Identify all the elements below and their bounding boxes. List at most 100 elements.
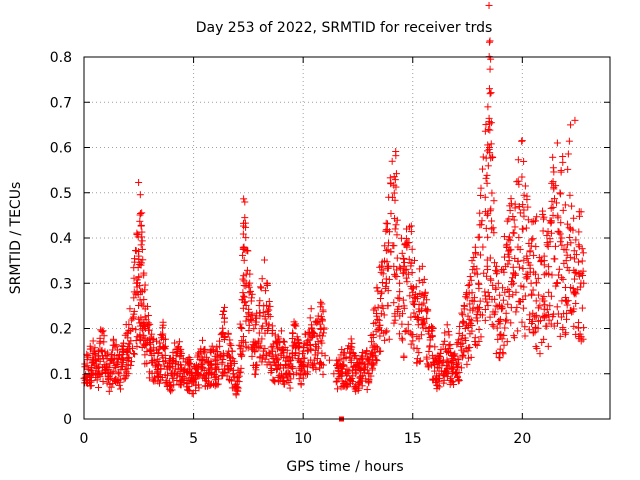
data-point [417, 331, 425, 339]
data-point [136, 333, 144, 341]
data-point [538, 338, 546, 346]
data-point [529, 309, 537, 317]
data-point [498, 305, 506, 313]
data-point [385, 193, 393, 201]
data-point [213, 343, 221, 351]
data-point [241, 198, 249, 206]
data-point [514, 243, 522, 251]
data-point [400, 352, 408, 360]
data-point [458, 353, 466, 361]
data-point [459, 311, 467, 319]
data-point [406, 329, 414, 337]
data-point [142, 316, 150, 324]
data-point [279, 346, 287, 354]
data-point [547, 292, 555, 300]
data-point [93, 370, 101, 378]
data-point [265, 321, 273, 329]
data-point [483, 298, 491, 306]
data-point [518, 137, 526, 145]
y-tick-label: 0.6 [50, 141, 72, 157]
data-point [391, 316, 399, 324]
data-point [550, 183, 558, 191]
data-point [348, 374, 356, 382]
data-point [133, 279, 141, 287]
data-point [116, 385, 124, 393]
data-point [403, 278, 411, 286]
data-point [268, 347, 276, 355]
data-point [339, 361, 347, 369]
data-point [528, 236, 536, 244]
data-point [257, 342, 265, 350]
data-point [553, 279, 561, 287]
data-point [576, 283, 584, 291]
data-point [514, 257, 522, 265]
data-point [392, 183, 400, 191]
data-point [137, 241, 145, 249]
data-point [390, 262, 398, 270]
data-point [330, 370, 338, 378]
data-point [220, 308, 228, 316]
data-point [340, 379, 348, 387]
data-point [320, 324, 328, 332]
data-point [559, 206, 567, 214]
data-point [352, 352, 360, 360]
data-point [112, 343, 120, 351]
data-point [559, 158, 567, 166]
data-point [253, 343, 261, 351]
data-point [216, 342, 224, 350]
data-point [166, 387, 174, 395]
data-point [133, 288, 141, 296]
data-point [404, 320, 412, 328]
data-point [499, 296, 507, 304]
data-point [428, 327, 436, 335]
data-point [368, 366, 376, 374]
data-point [527, 290, 535, 298]
data-point [472, 340, 480, 348]
data-point [563, 309, 571, 317]
data-point [137, 221, 145, 229]
data-point [423, 355, 431, 363]
data-point [100, 338, 108, 346]
data-point [512, 288, 520, 296]
data-point [256, 309, 264, 317]
data-point [512, 308, 520, 316]
data-point [128, 358, 136, 366]
data-point [295, 342, 303, 350]
data-point [140, 296, 148, 304]
data-point [544, 228, 552, 236]
data-point [536, 302, 544, 310]
data-point [409, 337, 417, 345]
data-point [390, 189, 398, 197]
data-point [383, 327, 391, 335]
data-point [544, 242, 552, 250]
data-point [289, 330, 297, 338]
data-point [382, 328, 390, 336]
data-point [252, 366, 260, 374]
data-point [415, 277, 423, 285]
data-point [488, 217, 496, 225]
data-point [408, 269, 416, 277]
data-point [399, 336, 407, 344]
data-point [483, 272, 491, 280]
data-point [146, 347, 154, 355]
data-point [471, 269, 479, 277]
data-point [246, 270, 254, 278]
data-point [332, 378, 340, 386]
y-tick-label: 0.7 [50, 95, 72, 111]
data-point [94, 371, 102, 379]
data-point [489, 308, 497, 316]
data-point [416, 357, 424, 365]
data-point [418, 291, 426, 299]
data-point [392, 147, 400, 155]
data-point [154, 349, 162, 357]
data-point [539, 210, 547, 218]
data-point [546, 235, 554, 243]
data-point [493, 270, 501, 278]
data-point [461, 325, 469, 332]
data-point [295, 375, 303, 383]
data-point [317, 325, 325, 332]
data-point [383, 220, 391, 228]
data-point [243, 266, 251, 274]
data-point [287, 362, 295, 370]
data-point [575, 319, 583, 327]
